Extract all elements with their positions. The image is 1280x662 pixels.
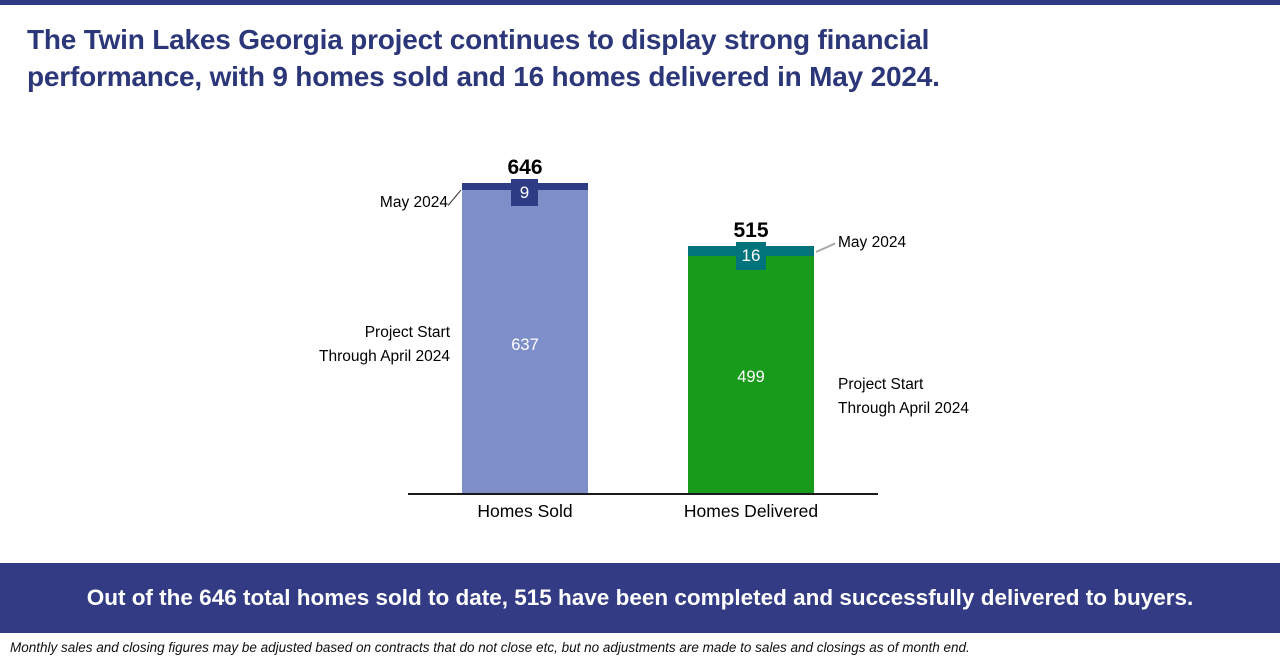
total-label-homes-sold: 646 [507,156,543,179]
summary-banner: Out of the 646 total homes sold to date,… [0,563,1280,633]
callout-may-2024-right: May 2024 [838,234,907,251]
callout-project-start-left-line1: Project Start [364,324,450,341]
summary-banner-text: Out of the 646 total homes sold to date,… [86,585,1194,610]
value-homes-delivered-prior: 499 [737,368,765,386]
leader-line-right-icon [815,242,836,253]
bar-segment-homes-delivered-prior [688,256,814,494]
footnote: Monthly sales and closing figures may be… [10,640,970,655]
total-label-homes-delivered: 515 [733,219,769,242]
top-accent-bar [0,0,1280,5]
callout-project-start-right-line2: Through April 2024 [838,400,969,417]
value-tag-homes-delivered-may: 16 [736,242,766,270]
callout-project-start-right-line1: Project Start [838,376,924,393]
stacked-bar-chart: 646 515 9 637 16 499 Homes Sold Homes De… [230,156,1058,521]
slide-title-line1: The Twin Lakes Georgia project continues… [27,24,930,55]
bar-segment-homes-sold-prior [462,190,588,494]
callout-project-start-left-line2: Through April 2024 [319,348,450,365]
category-label-homes-delivered: Homes Delivered [683,501,819,521]
callout-may-2024-left: May 2024 [379,194,448,211]
callout-project-start-left: Project Start Through April 2024 [230,321,450,369]
value-tag-homes-sold-may: 9 [511,179,538,206]
leader-line-left-icon [447,189,462,206]
callout-project-start-right: Project Start Through April 2024 [838,373,1058,421]
category-label-homes-sold: Homes Sold [477,501,573,521]
value-homes-sold-prior: 637 [511,336,539,354]
slide-title: The Twin Lakes Georgia project continues… [27,21,1147,95]
x-axis-line [408,493,878,495]
slide-title-line2: performance, with 9 homes sold and 16 ho… [27,61,940,92]
